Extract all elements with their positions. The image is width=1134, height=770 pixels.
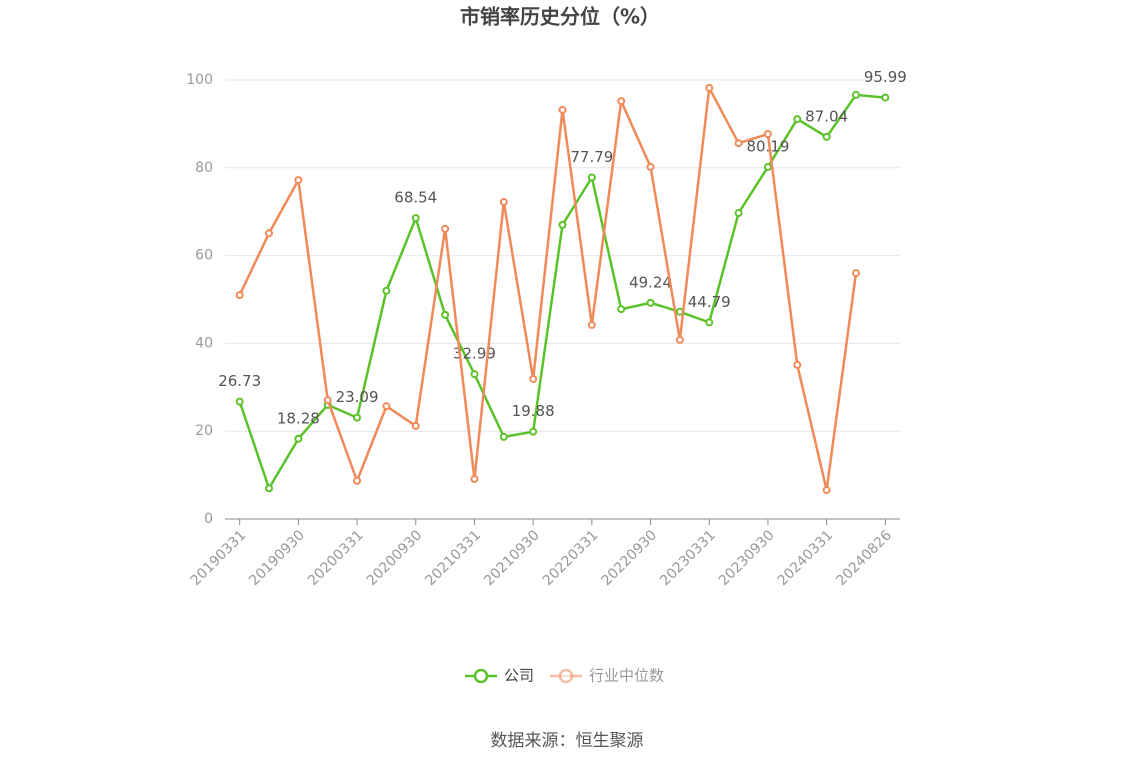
legend-label[interactable]: 行业中位数 (589, 667, 664, 685)
point (529, 374, 538, 383)
point (646, 298, 655, 307)
point (323, 396, 332, 405)
point (881, 93, 890, 102)
point (441, 224, 450, 233)
y-tick-label: 80 (195, 160, 213, 176)
point (470, 475, 479, 484)
x-tick-label: 20200930 (364, 527, 426, 589)
point (499, 432, 508, 441)
legend-label[interactable]: 公司 (504, 667, 534, 685)
point (294, 434, 303, 443)
data-label: 68.54 (394, 189, 437, 207)
point (499, 198, 508, 207)
data-label: 44.79 (688, 293, 731, 311)
point (734, 209, 743, 218)
data-label: 49.24 (629, 273, 672, 291)
data-label: 18.28 (277, 409, 320, 427)
chart-title: 市销率历史分位（%） (460, 5, 660, 29)
y-tick-label: 40 (195, 335, 213, 351)
point (822, 132, 831, 141)
point (265, 484, 274, 493)
series-line (238, 83, 858, 491)
point (529, 427, 538, 436)
point (411, 214, 420, 223)
x-tick-label: 20200331 (305, 527, 367, 589)
point (793, 115, 802, 124)
point (294, 176, 303, 185)
source: 数据来源：恒生聚源 (491, 731, 644, 751)
legend-swatch-marker[interactable] (473, 668, 489, 684)
point (763, 129, 772, 138)
point (617, 97, 626, 106)
point (470, 370, 479, 379)
point (646, 162, 655, 171)
point (587, 173, 596, 182)
point (558, 220, 567, 229)
data-label: 87.04 (805, 107, 848, 125)
point (235, 397, 244, 406)
point (353, 476, 362, 485)
x-tick-label: 20210930 (481, 527, 543, 589)
y-tick-label: 100 (186, 72, 213, 88)
point (235, 291, 244, 300)
point (793, 360, 802, 369)
data-label: 19.88 (512, 402, 555, 420)
x-tick-label: 20210331 (422, 527, 484, 589)
data-label: 95.99 (864, 68, 907, 86)
point (763, 162, 772, 171)
x-tick-label: 20240331 (775, 527, 837, 589)
point (411, 421, 420, 430)
point (822, 486, 831, 495)
point (353, 413, 362, 422)
point (675, 335, 684, 344)
point (851, 269, 860, 278)
y-tick-label: 60 (195, 248, 213, 264)
point (705, 83, 714, 92)
point (587, 320, 596, 329)
data-label: 23.09 (336, 388, 379, 406)
data-label: 26.73 (218, 372, 261, 390)
point (382, 402, 391, 411)
point (851, 90, 860, 99)
point (558, 105, 567, 114)
point (382, 286, 391, 295)
y-tick-label: 20 (195, 423, 213, 439)
x-tick-label: 20230930 (716, 527, 778, 589)
point (441, 310, 450, 319)
data-label: 80.19 (746, 137, 789, 155)
x-tick-label: 20190331 (188, 527, 250, 589)
x-tick-label: 20220930 (598, 527, 660, 589)
y-tick-label: 0 (204, 511, 213, 527)
legend-swatch-marker[interactable] (558, 668, 574, 684)
x-tick-label: 20190930 (246, 527, 308, 589)
point (734, 139, 743, 148)
x-tick-label: 20230331 (657, 527, 719, 589)
data-label: 77.79 (570, 148, 613, 166)
data-label: 32.99 (453, 345, 496, 363)
x-tick-label: 20240826 (833, 527, 895, 589)
point (265, 229, 274, 238)
point (705, 318, 714, 327)
x-tick-label: 20220331 (540, 527, 602, 589)
point (617, 305, 626, 314)
